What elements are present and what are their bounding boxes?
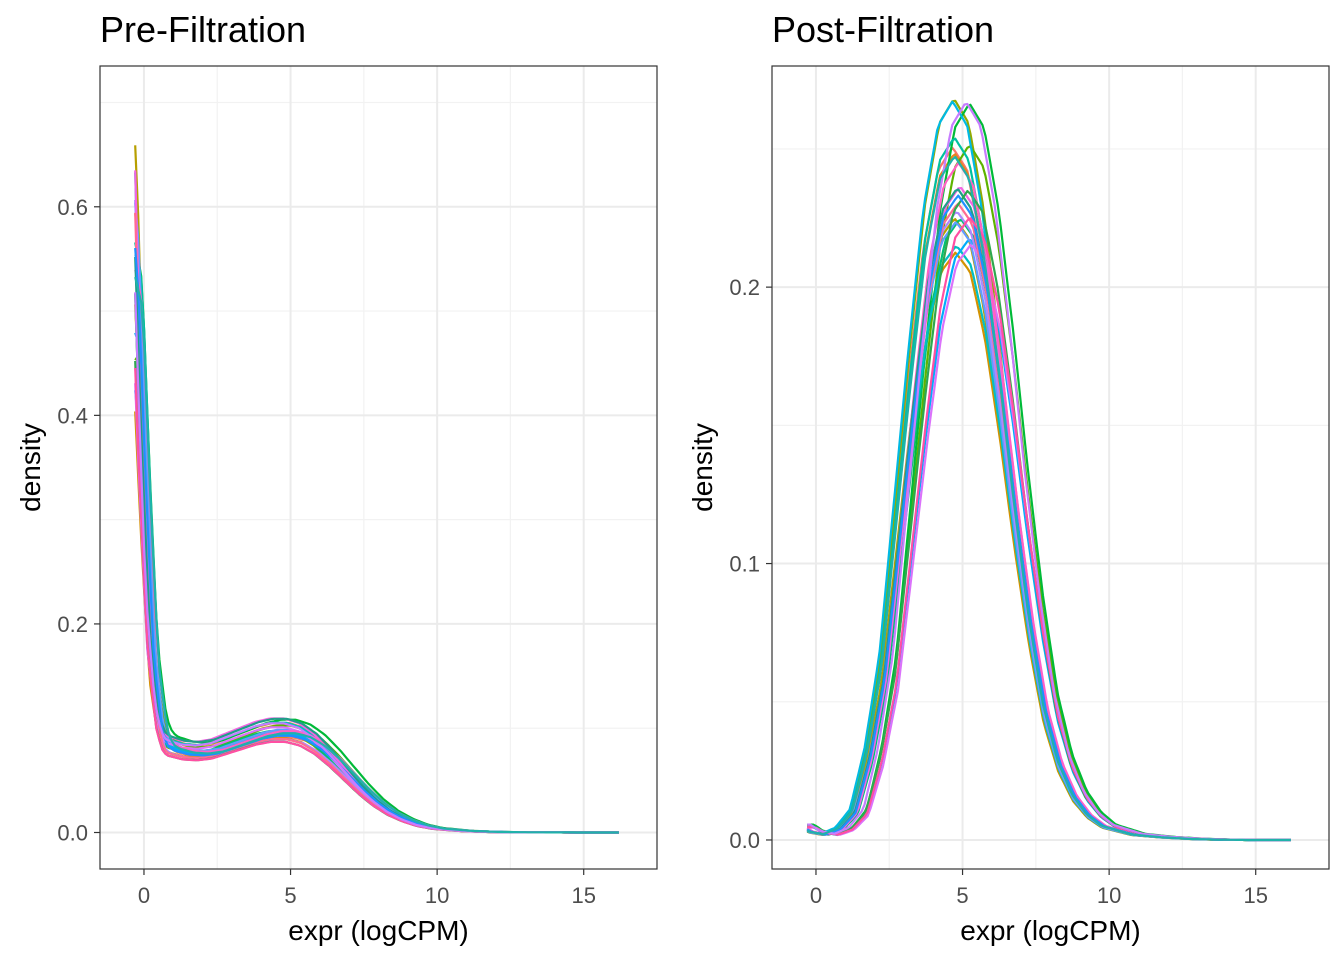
panel-title-post: Post-Filtration (772, 9, 994, 50)
density-curves (134, 145, 619, 834)
x-tick-label: 5 (956, 883, 968, 908)
x-tick-label: 10 (1097, 883, 1121, 908)
y-axis-title: density (687, 423, 718, 512)
panel-border (99, 65, 658, 870)
y-tick-label: 0.6 (57, 195, 88, 220)
density-curve (806, 155, 1291, 842)
x-tick-label: 5 (284, 883, 296, 908)
density-curve (134, 276, 619, 834)
x-axis-title: expr (logCPM) (960, 915, 1140, 946)
x-tick-label: 15 (1243, 883, 1267, 908)
x-tick-label: 0 (810, 883, 822, 908)
panel-border (771, 65, 1330, 870)
density-curves (806, 99, 1291, 842)
x-tick-label: 10 (425, 883, 449, 908)
y-axis-title: density (15, 423, 46, 512)
y-axis-ticks: 0.0 0.2 0.4 0.6 (57, 195, 100, 846)
y-tick-label: 0.1 (729, 552, 760, 577)
panel-title-pre: Pre-Filtration (100, 9, 306, 50)
panel-pre-filtration: Pre-Filtration 0 5 10 15 0.0 0.2 0.4 0.6 expr … (15, 9, 658, 946)
x-tick-label: 0 (138, 883, 150, 908)
x-axis-ticks: 0 5 10 15 (810, 869, 1268, 908)
y-axis-ticks: 0.0 0.1 0.2 (729, 275, 772, 853)
x-axis-ticks: 0 5 10 15 (138, 869, 596, 908)
grid-lines (100, 66, 657, 869)
y-tick-label: 0.4 (57, 403, 88, 428)
y-tick-label: 0.0 (57, 821, 88, 846)
x-tick-label: 15 (571, 883, 595, 908)
y-tick-label: 0.2 (729, 275, 760, 300)
y-tick-label: 0.2 (57, 612, 88, 637)
x-axis-title: expr (logCPM) (288, 915, 468, 946)
y-tick-label: 0.0 (729, 828, 760, 853)
panel-post-filtration: Post-Filtration 0 5 10 15 0.0 0.1 0.2 expr (l… (687, 9, 1330, 946)
